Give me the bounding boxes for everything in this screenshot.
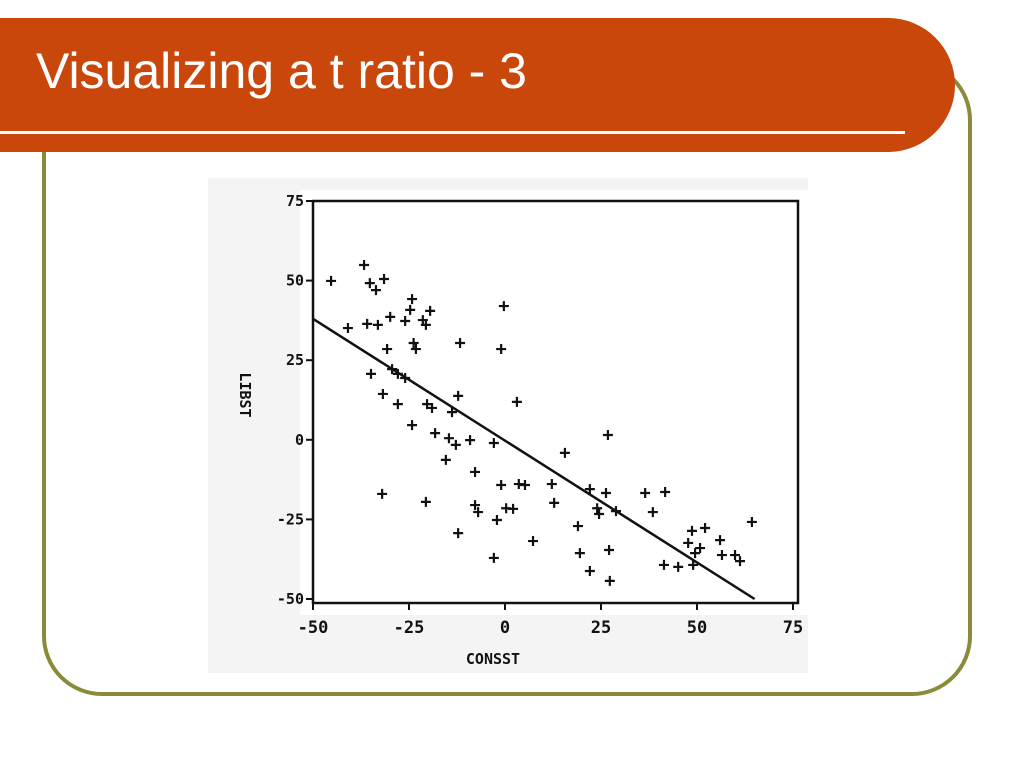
data-point [584, 484, 595, 495]
data-point [488, 437, 499, 448]
data-point [379, 274, 390, 285]
data-point [488, 552, 499, 563]
data-point [377, 388, 388, 399]
data-point [600, 487, 611, 498]
title-banner [0, 18, 955, 152]
data-point [372, 319, 383, 330]
data-point [496, 480, 507, 491]
y-tick-label: -25 [277, 510, 304, 528]
data-point [440, 454, 451, 465]
data-point [370, 285, 381, 296]
data-point [470, 500, 481, 511]
data-point [647, 507, 658, 518]
data-point [407, 420, 418, 431]
data-point [425, 305, 436, 316]
data-point [407, 294, 418, 305]
data-point [735, 556, 746, 567]
data-point [673, 561, 684, 572]
data-point [359, 259, 370, 270]
data-point [688, 559, 699, 570]
data-point [385, 311, 396, 322]
data-point [687, 525, 698, 536]
data-point [420, 319, 431, 330]
data-point [640, 487, 651, 498]
title-rule [0, 131, 905, 134]
data-point [594, 508, 605, 519]
data-point [528, 536, 539, 547]
data-point [364, 278, 375, 289]
data-point [382, 344, 393, 355]
slide-title: Visualizing a t ratio - 3 [36, 43, 527, 99]
data-point [584, 565, 595, 576]
data-point [473, 507, 484, 518]
data-point [746, 516, 757, 527]
data-point [546, 479, 557, 490]
data-point [604, 575, 615, 586]
data-point [453, 528, 464, 539]
x-tick-label: 25 [591, 618, 611, 638]
data-point [326, 275, 337, 286]
y-tick-label: -50 [277, 590, 304, 608]
data-point [519, 480, 530, 491]
data-point [408, 338, 419, 349]
data-point [491, 515, 502, 526]
data-point [549, 497, 560, 508]
data-point [715, 535, 726, 546]
data-point [658, 559, 669, 570]
data-point [690, 548, 701, 559]
data-point [443, 433, 454, 444]
data-point [405, 304, 416, 315]
data-point [455, 338, 466, 349]
data-point [420, 496, 431, 507]
data-point [362, 318, 373, 329]
y-axis-label: LIBST [236, 372, 254, 417]
data-point [430, 428, 441, 439]
data-point [574, 548, 585, 559]
data-point [450, 439, 461, 450]
data-point [365, 368, 376, 379]
data-point [508, 503, 519, 514]
data-point [377, 488, 388, 499]
data-point [470, 466, 481, 477]
data-point [498, 301, 509, 312]
y-tick-label: 75 [286, 192, 304, 210]
x-tick-label: 50 [687, 618, 707, 638]
data-point [559, 447, 570, 458]
data-point [342, 323, 353, 334]
data-point [511, 396, 522, 407]
data-point [447, 407, 458, 418]
data-point [592, 503, 603, 514]
x-tick-label: -25 [394, 618, 425, 638]
y-tick-label: 25 [286, 351, 304, 369]
data-point [453, 390, 464, 401]
data-point [410, 344, 421, 355]
y-tick-label: 0 [295, 431, 304, 449]
y-tick-label: 50 [286, 272, 304, 290]
data-point [700, 522, 711, 533]
data-point [716, 550, 727, 561]
plot-background [300, 190, 810, 615]
fit-line [312, 317, 756, 601]
data-point [572, 521, 583, 532]
x-tick-label: -50 [298, 618, 329, 638]
data-point [604, 544, 615, 555]
data-point [730, 550, 741, 561]
data-point [695, 543, 706, 554]
data-point [392, 399, 403, 410]
data-point [660, 487, 671, 498]
data-point [683, 537, 694, 548]
x-tick-label: 75 [783, 618, 803, 638]
x-axis-label: CONSST [466, 650, 520, 668]
data-point [496, 344, 507, 355]
x-tick-label: 0 [500, 618, 510, 638]
plot-frame [311, 199, 800, 605]
data-point [400, 316, 411, 327]
data-point [427, 402, 438, 413]
data-point [465, 435, 476, 446]
data-point [602, 430, 613, 441]
